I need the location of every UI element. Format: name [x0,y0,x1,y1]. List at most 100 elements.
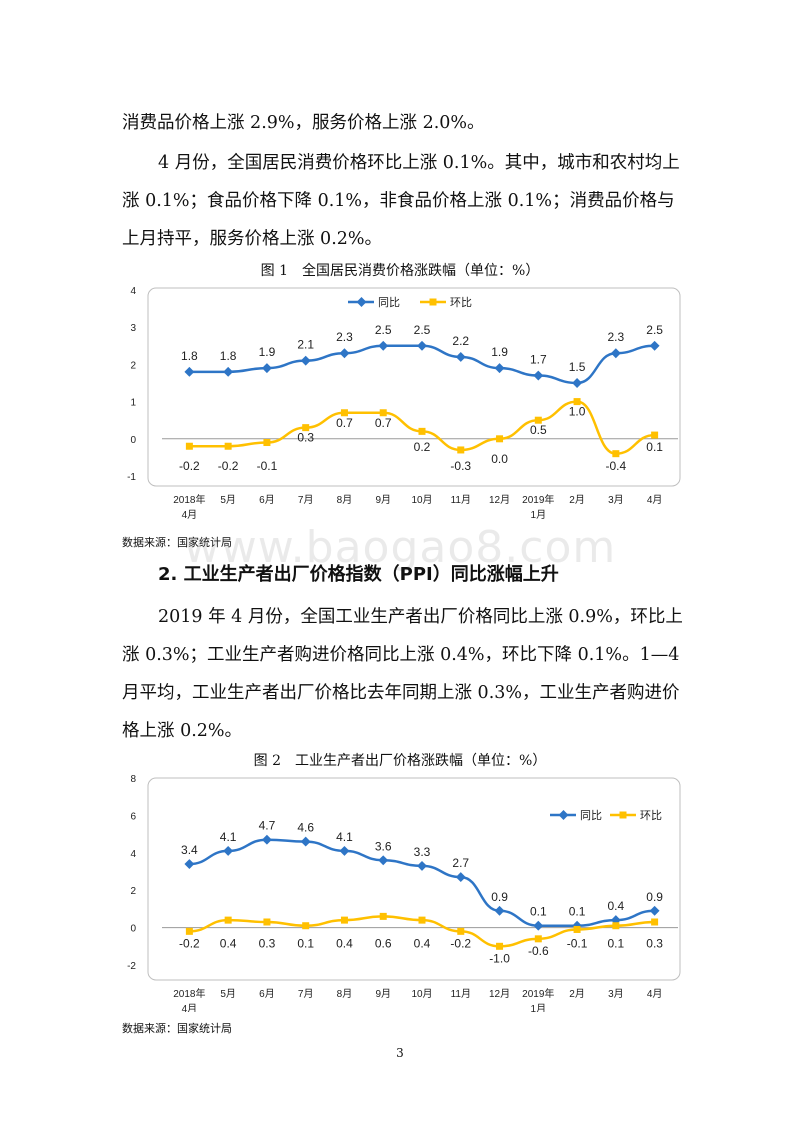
y-tick-label: -1 [127,472,136,483]
data-label: 3.3 [414,845,431,859]
y-tick-label: 0 [130,435,136,446]
data-label: 4.1 [336,830,353,844]
data-point [573,925,581,933]
data-label: 0.4 [220,937,237,951]
y-tick-label: 1 [130,398,136,409]
data-point [651,431,659,439]
data-point [185,927,193,935]
data-label: -1.0 [489,951,510,965]
data-point [340,409,348,417]
figure1-caption: 图 1 全国居民消费价格涨跌幅（单位：%） [260,263,540,279]
data-point [378,340,389,351]
data-point [339,348,350,359]
data-label: 0.4 [608,899,625,913]
data-point [340,916,348,924]
y-tick-label: 2 [130,360,136,371]
data-label: -0.1 [567,937,588,951]
figure2-source: 数据来源：国家统计局 [122,1022,232,1035]
x-tick-label: 2018年 [173,987,205,1000]
data-point [533,370,544,381]
data-label: 2.7 [452,856,469,870]
x-tick-label: 11月 [451,988,471,1000]
x-tick-label: 10月 [411,988,432,1000]
cpi-line-chart: -1 0 1 2 3 4 2018年 4月 5月 6月 7月 8月 9月 10月 11月 12月 2019年 1月… [127,286,681,521]
data-label: 2.2 [452,334,469,348]
y-tick-label: 3 [130,323,136,334]
x-tick-label: 2019年 [522,987,554,1000]
data-label: 1.9 [259,345,276,359]
section-heading-ppi: 2. 工业生产者出厂价格指数（PPI）同比涨幅上升 [158,564,559,585]
x-tick-label: 1月 [531,1003,547,1012]
data-label: 2.1 [297,338,314,352]
x-tick-label: 9月 [375,988,391,1000]
data-label: 0.1 [608,937,625,951]
data-point [223,845,234,856]
data-label: 1.7 [530,353,547,367]
data-point [651,918,659,926]
data-point [339,845,350,856]
y-tick-label: -2 [127,961,136,972]
data-point [224,916,232,924]
data-label: 4.7 [259,819,276,833]
data-label: 2.3 [608,330,625,344]
data-label: -0.4 [606,459,627,473]
legend-label: 同比 [378,296,400,309]
watermark: www.baogao8.com [183,522,617,573]
data-label: 2.5 [414,323,431,337]
legend-marker [429,298,437,306]
x-tick-label: 4月 [182,1003,198,1012]
x-tick-label: 2018年 [173,493,205,506]
x-tick-label: 12月 [489,494,510,506]
paragraph-cpi-goods: 消费品价格上涨 2.9%，服务价格上涨 2.0%。 [122,113,485,133]
x-tick-label: 7月 [298,494,314,506]
x-tick-label: 3月 [608,988,624,1000]
x-tick-label: 8月 [337,988,353,1000]
x-tick-label: 1月 [531,509,547,521]
data-label: 1.8 [220,349,237,363]
x-tick-label: 10月 [411,494,432,506]
data-point [184,366,195,377]
data-point [612,922,620,930]
data-point [379,409,387,417]
data-label: 0.6 [375,937,392,951]
x-tick-label: 11月 [451,494,471,506]
x-tick-label: 4月 [647,494,663,506]
x-tick-label: 4月 [182,509,198,521]
data-label: 4.1 [220,830,237,844]
x-tick-label: 2月 [569,988,585,1000]
y-tick-label: 4 [130,849,136,860]
data-point [573,398,581,406]
x-tick-label: 6月 [259,988,275,1000]
data-point [649,905,660,916]
x-tick-label: 5月 [220,494,236,506]
data-point [418,427,426,435]
data-label: 0.1 [646,440,663,454]
legend-label: 环比 [640,809,662,822]
data-label: 1.5 [569,360,586,374]
x-tick-label: 12月 [489,988,510,1000]
data-label: -0.6 [528,944,549,958]
data-label: 0.4 [414,937,431,951]
data-label: -0.2 [450,937,471,951]
data-point [263,439,271,447]
figure2-caption: 图 2 工业生产者出厂价格涨跌幅（单位：%） [253,753,547,769]
page-number: 3 [396,1046,404,1060]
data-label: 2.3 [336,330,353,344]
y-tick-label: 4 [130,286,136,297]
data-label: 0.3 [297,431,314,445]
data-point [185,442,193,450]
data-point [457,927,465,935]
data-label: 0.7 [336,416,353,430]
data-point [534,935,542,943]
data-point [417,340,427,351]
data-point [496,435,504,443]
x-tick-label: 2月 [569,494,585,506]
data-label: -0.2 [179,937,200,951]
x-tick-label: 5月 [220,988,236,1000]
data-label: 3.4 [181,843,198,857]
data-label: -0.2 [218,459,239,473]
data-point [379,912,387,920]
data-point [496,942,504,950]
data-label: 0.1 [569,905,586,919]
y-tick-label: 8 [130,774,136,785]
